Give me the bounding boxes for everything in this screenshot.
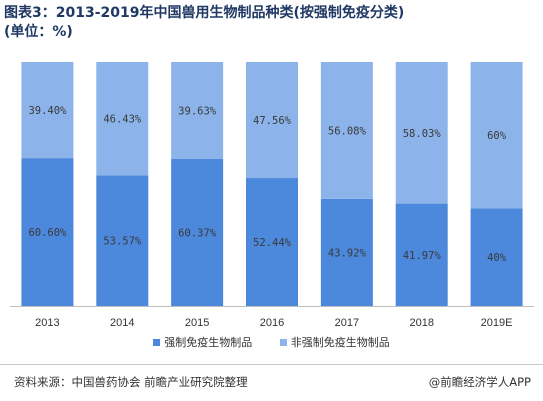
data-label-compulsory-2017: 43.92% [328,247,367,259]
bar-compulsory-2013 [21,158,74,306]
legend-item-compulsory: 强制免疫生物制品 [153,334,252,350]
bar-non-compulsory-2015 [171,62,224,159]
data-label-non-compulsory-2013: 39.40% [28,105,67,117]
data-label-compulsory-2019E: 40% [487,252,507,264]
stacked-bar-chart: 60.60% 39.40% 2013 53.57% 46.43% 2014 60.37% 39… [10,62,534,329]
bar-non-compulsory-2016 [246,62,298,179]
legend-label-compulsory: 强制免疫生物制品 [164,336,253,349]
data-label-compulsory-2014: 53.57% [103,236,142,248]
data-label-compulsory-2015: 60.37% [178,227,217,239]
bar-compulsory-2016 [246,178,298,306]
chart-title-line2: (单位：%) [4,24,73,40]
bar-compulsory-2018 [395,203,448,306]
legend-swatch-non-compulsory [279,338,287,346]
x-tick-label-2015: 2015 [185,317,209,329]
data-label-non-compulsory-2017: 56.08% [328,125,367,137]
data-label-non-compulsory-2015: 39.63% [178,105,217,117]
bar-compulsory-2019E [470,208,523,306]
source-note: 资料来源：中国兽药协会 前瞻产业研究院整理 [14,375,248,389]
x-tick-label-2017: 2017 [335,317,359,329]
data-label-non-compulsory-2019E: 60% [487,130,507,142]
chart-legend: 强制免疫生物制品 非强制免疫生物制品 [0,334,543,350]
x-tick-label-2018: 2018 [409,317,433,329]
data-label-compulsory-2013: 60.60% [28,227,67,239]
brand-credit: @前瞻经济学人APP [428,375,531,389]
data-label-non-compulsory-2014: 46.43% [103,114,142,126]
bar-non-compulsory-2014 [96,62,149,176]
legend-item-non-compulsory: 非强制免疫生物制品 [279,334,390,350]
bar-compulsory-2017 [320,198,373,306]
bar-non-compulsory-2017 [320,62,373,199]
bar-non-compulsory-2019E [470,62,523,209]
x-tick-label-2016: 2016 [260,317,284,329]
footer: 资料来源：中国兽药协会 前瞻产业研究院整理 @前瞻经济学人APP [0,364,543,401]
bar-non-compulsory-2013 [21,62,74,159]
bar-non-compulsory-2018 [395,62,448,204]
data-label-compulsory-2016: 52.44% [253,237,292,249]
data-label-non-compulsory-2018: 58.03% [403,128,442,140]
bar-compulsory-2014 [96,175,149,306]
legend-swatch-compulsory [153,338,161,346]
x-tick-label-2014: 2014 [110,317,134,329]
bar-compulsory-2015 [171,158,224,306]
x-tick-label-2013: 2013 [35,317,59,329]
chart-title-line1: 图表3：2013-2019年中国兽用生物制品种类(按强制免疫分类) [4,5,405,21]
data-label-non-compulsory-2016: 47.56% [253,115,292,127]
x-tick-label-2019E: 2019E [481,317,513,329]
data-label-compulsory-2018: 41.97% [403,250,442,262]
chart-title: 图表3：2013-2019年中国兽用生物制品种类(按强制免疫分类) (单位：%) [4,4,504,42]
legend-label-non-compulsory: 非强制免疫生物制品 [290,336,390,349]
